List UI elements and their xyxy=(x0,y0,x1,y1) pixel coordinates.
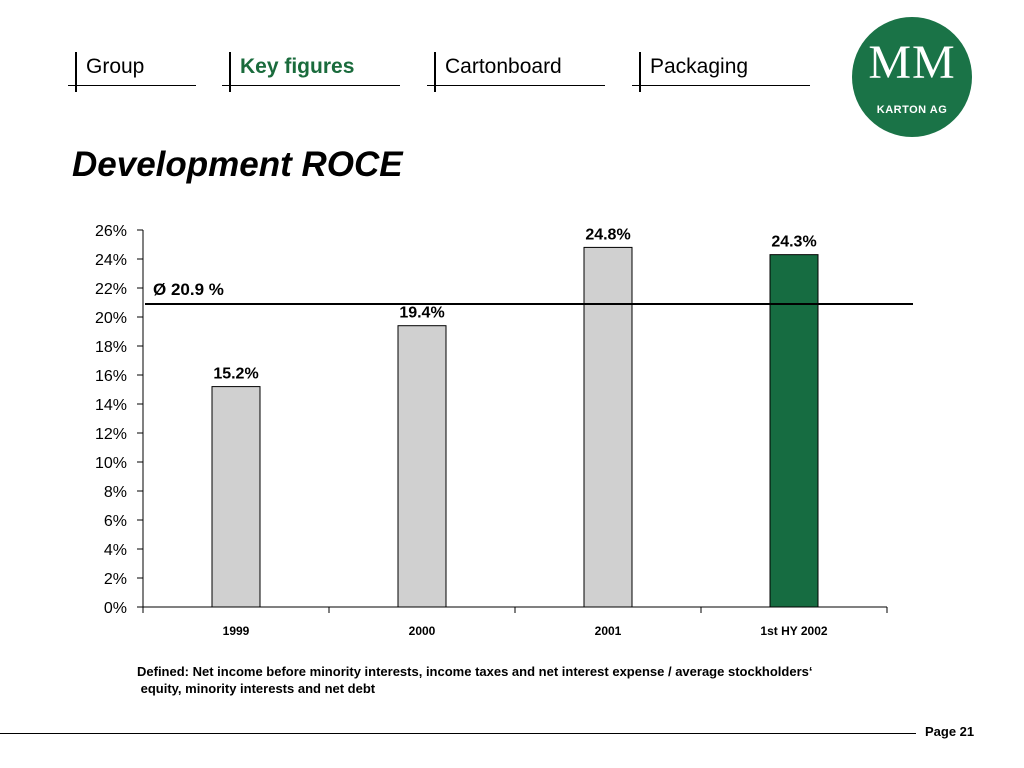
company-logo: MM KARTON AG xyxy=(852,17,972,137)
chart-footnote: Defined: Net income before minority inte… xyxy=(137,663,813,697)
bar-value-label: 19.4% xyxy=(399,305,444,322)
tab-group-label: Group xyxy=(86,55,145,78)
tab-underline xyxy=(68,85,196,86)
tab-cartonboard-label: Cartonboard xyxy=(445,55,562,78)
y-tick-label: 12% xyxy=(95,426,127,443)
footnote-line-2: equity, minority interests and net debt xyxy=(137,681,376,696)
y-tick-label: 0% xyxy=(104,600,127,617)
bar-value-label: 24.3% xyxy=(771,234,816,251)
average-label: Ø 20.9 % xyxy=(153,280,224,299)
logo-subtitle: KARTON AG xyxy=(876,104,948,116)
average-line-group: Ø 20.9 % xyxy=(145,280,913,305)
x-category-label: 1st HY 2002 xyxy=(760,624,827,638)
y-tick-label: 2% xyxy=(104,571,127,588)
bar-value-label: 24.8% xyxy=(585,226,630,243)
y-tick-label: 6% xyxy=(104,513,127,530)
x-category-label: 2000 xyxy=(409,624,436,638)
chart-bars xyxy=(211,246,819,608)
tab-divider xyxy=(75,52,77,92)
x-category-label: 2001 xyxy=(595,624,622,638)
bar-2000 xyxy=(397,325,447,608)
x-category-label: 1999 xyxy=(223,624,250,638)
y-tick-label: 8% xyxy=(104,484,127,501)
chart-labels: 15.2% 1999 19.4% 2000 24.8% 2001 24.3% 1st HY 2… xyxy=(213,226,828,638)
tab-underline xyxy=(427,85,605,86)
y-tick-label: 24% xyxy=(95,252,127,269)
y-tick-label: 22% xyxy=(95,281,127,298)
tab-underline xyxy=(632,85,810,86)
y-tick-label: 10% xyxy=(95,455,127,472)
footer-divider xyxy=(0,733,916,734)
tab-divider xyxy=(434,52,436,92)
bar-1999 xyxy=(211,386,261,608)
y-tick-label: 4% xyxy=(104,542,127,559)
y-tick-label: 16% xyxy=(95,368,127,385)
page-title: Development ROCE xyxy=(72,145,403,184)
page-number: Page 21 xyxy=(925,724,975,739)
y-tick-label: 14% xyxy=(95,397,127,414)
bar-2001 xyxy=(583,246,633,608)
tab-packaging-label: Packaging xyxy=(650,55,749,78)
tab-divider xyxy=(229,52,231,92)
y-tick-label: 20% xyxy=(95,310,127,327)
tab-underline xyxy=(222,85,400,86)
tab-key-figures-label: Key figures xyxy=(240,55,355,78)
footnote-line-1: Defined: Net income before minority inte… xyxy=(137,664,813,679)
tab-divider xyxy=(639,52,641,92)
chart-axes: 0% 2% 4% 6% 8% 10% 12% 14% 16% 18% 20% 22% 24% 26% xyxy=(95,223,888,617)
logo-mark: MM xyxy=(868,36,956,89)
bar-value-label: 15.2% xyxy=(213,366,258,383)
y-tick-label: 18% xyxy=(95,339,127,356)
bar-1st-hy-2002 xyxy=(769,254,819,608)
y-tick-label: 26% xyxy=(95,223,127,240)
